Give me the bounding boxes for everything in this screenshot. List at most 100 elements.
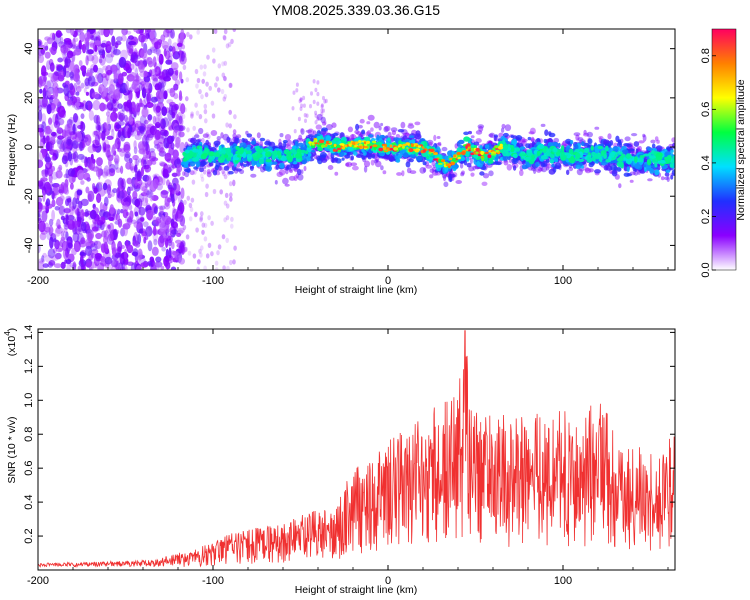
heatmap-cell (660, 176, 665, 181)
heatmap-cell (372, 144, 378, 148)
heatmap-cell (293, 175, 298, 182)
heatmap-cell (222, 34, 227, 40)
heatmap-cell (233, 245, 237, 251)
heatmap-cell (211, 47, 216, 53)
heatmap-cell (345, 161, 353, 168)
heatmap-cell (107, 193, 112, 199)
heatmap-cell (443, 161, 446, 164)
heatmap-cell (185, 96, 189, 102)
heatmap-cell (189, 170, 195, 176)
heatmap-cell (42, 96, 48, 108)
heatmap-cell (149, 148, 156, 153)
heatmap-cell (382, 170, 387, 175)
heatmap-cell (143, 221, 149, 228)
heatmap-cell (106, 184, 112, 196)
heatmap-cell (202, 71, 207, 77)
heatmap-cell (465, 145, 468, 149)
heatmap-cell (421, 146, 425, 149)
heatmap-cell (190, 137, 197, 144)
heatmap-cell (110, 259, 119, 268)
heatmap-cell (176, 232, 182, 237)
heatmap-cell (583, 129, 587, 135)
heatmap-cell (155, 117, 160, 123)
heatmap-cell (138, 206, 146, 216)
heatmap-cell (80, 113, 85, 119)
heatmap-cell (142, 81, 151, 90)
heatmap-cell (148, 225, 152, 231)
heatmap-cell (275, 164, 280, 170)
heatmap-cell (62, 241, 66, 251)
heatmap-cell (52, 87, 59, 100)
heatmap-cell (128, 114, 134, 125)
heatmap-cell (587, 138, 593, 145)
heatmap-cell (407, 143, 410, 146)
heatmap-cell (51, 190, 55, 200)
heatmap-cell (82, 43, 86, 54)
heatmap-cell (126, 177, 133, 185)
heatmap-cell (212, 188, 217, 195)
heatmap-cell (295, 88, 299, 93)
heatmap-cell (336, 147, 342, 151)
heatmap-cell (161, 131, 167, 140)
heatmap-cell (113, 143, 119, 150)
heatmap-cell (103, 165, 110, 177)
heatmap-cell (105, 97, 109, 103)
heatmap-cell (227, 42, 232, 48)
heatmap-cell (152, 68, 159, 75)
heatmap-cell (94, 44, 98, 53)
heatmap-cell (487, 154, 492, 159)
heatmap-cell (500, 127, 505, 133)
heatmap-cell (170, 142, 175, 150)
heatmap-cell (72, 140, 79, 149)
heatmap-cell (77, 124, 84, 130)
heatmap-cell (470, 172, 475, 177)
heatmap-cell (205, 81, 209, 87)
heatmap-cell (188, 202, 193, 208)
heatmap-cell (135, 159, 140, 167)
heatmap-cell (74, 96, 81, 104)
heatmap-cell (638, 157, 644, 163)
heatmap-cell (205, 183, 209, 189)
heatmap-cell (165, 237, 169, 248)
heatmap-cell (167, 55, 173, 65)
heatmap-cell (100, 54, 104, 59)
heatmap-cell (363, 141, 367, 145)
heatmap-cell (179, 210, 184, 215)
heatmap-cell (128, 186, 134, 191)
heatmap-cell (172, 208, 179, 220)
heatmap-cell (205, 139, 209, 146)
heatmap-cell (199, 167, 204, 173)
heatmap-cell (145, 203, 151, 209)
heatmap-cell (121, 29, 128, 36)
heatmap-cell (164, 50, 171, 60)
heatmap-cell (208, 85, 212, 91)
heatmap-cell (146, 175, 152, 186)
heatmap-cell (256, 132, 261, 139)
heatmap-cell (672, 155, 675, 160)
heatmap-cell (229, 82, 233, 88)
heatmap-cell (671, 137, 675, 143)
heatmap-cell (59, 70, 65, 80)
heatmap-cell (616, 161, 624, 168)
heatmap-cell (103, 235, 108, 244)
heatmap-cell (348, 143, 352, 147)
heatmap-cell (549, 154, 555, 159)
heatmap-cell (203, 103, 208, 109)
heatmap-cell (413, 148, 416, 151)
heatmap-cell (521, 152, 525, 156)
heatmap-cell (573, 132, 581, 137)
heatmap-cell (146, 48, 153, 56)
heatmap-cell (165, 228, 169, 236)
heatmap-cell (101, 73, 107, 78)
heatmap-cell (143, 188, 150, 198)
heatmap-cell (106, 135, 114, 140)
heatmap-cell (566, 169, 570, 175)
heatmap-cell (603, 139, 610, 145)
heatmap-cell (48, 174, 53, 183)
heatmap-cell (141, 99, 147, 110)
heatmap-cell (373, 159, 379, 164)
heatmap-cell (96, 74, 101, 85)
heatmap-cell (265, 151, 272, 158)
heatmap-cell (499, 143, 503, 148)
heatmap-cell (100, 42, 107, 48)
